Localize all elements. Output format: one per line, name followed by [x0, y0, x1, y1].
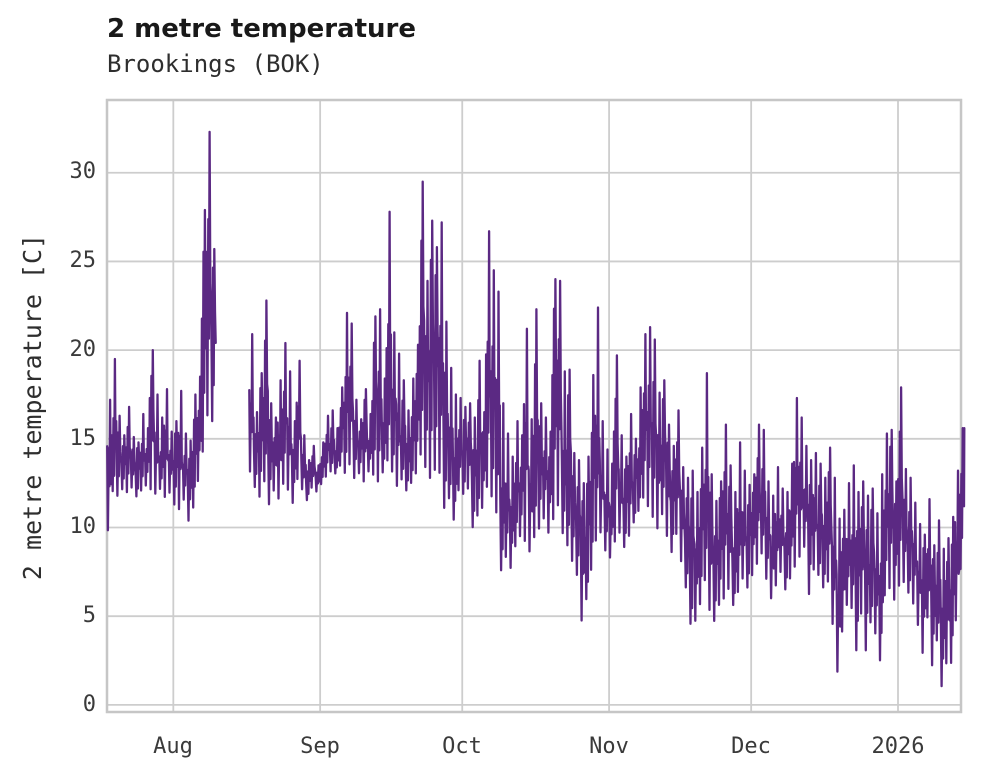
x-tick-nov: Nov	[589, 734, 629, 759]
chart-subtitle: Brookings (BOK)	[107, 50, 324, 78]
plot-border	[105, 98, 963, 714]
y-tick-0: 0	[82, 692, 96, 717]
y-tick-25: 25	[69, 248, 97, 273]
y-tick-20: 20	[69, 337, 97, 362]
y-tick-30: 30	[69, 159, 97, 184]
chart-title: 2 metre temperature	[107, 14, 416, 44]
x-tick-sep: Sep	[300, 734, 340, 759]
x-tick-oct: Oct	[442, 734, 482, 759]
y-tick-10: 10	[69, 514, 97, 539]
x-tick-aug: Aug	[153, 734, 193, 759]
temperature-line	[106, 130, 966, 688]
x-tick-dec: Dec	[731, 734, 771, 759]
y-tick-15: 15	[69, 426, 97, 451]
gridlines	[107, 100, 961, 712]
x-tick-2026: 2026	[871, 734, 925, 759]
y-tick-5: 5	[82, 603, 96, 628]
